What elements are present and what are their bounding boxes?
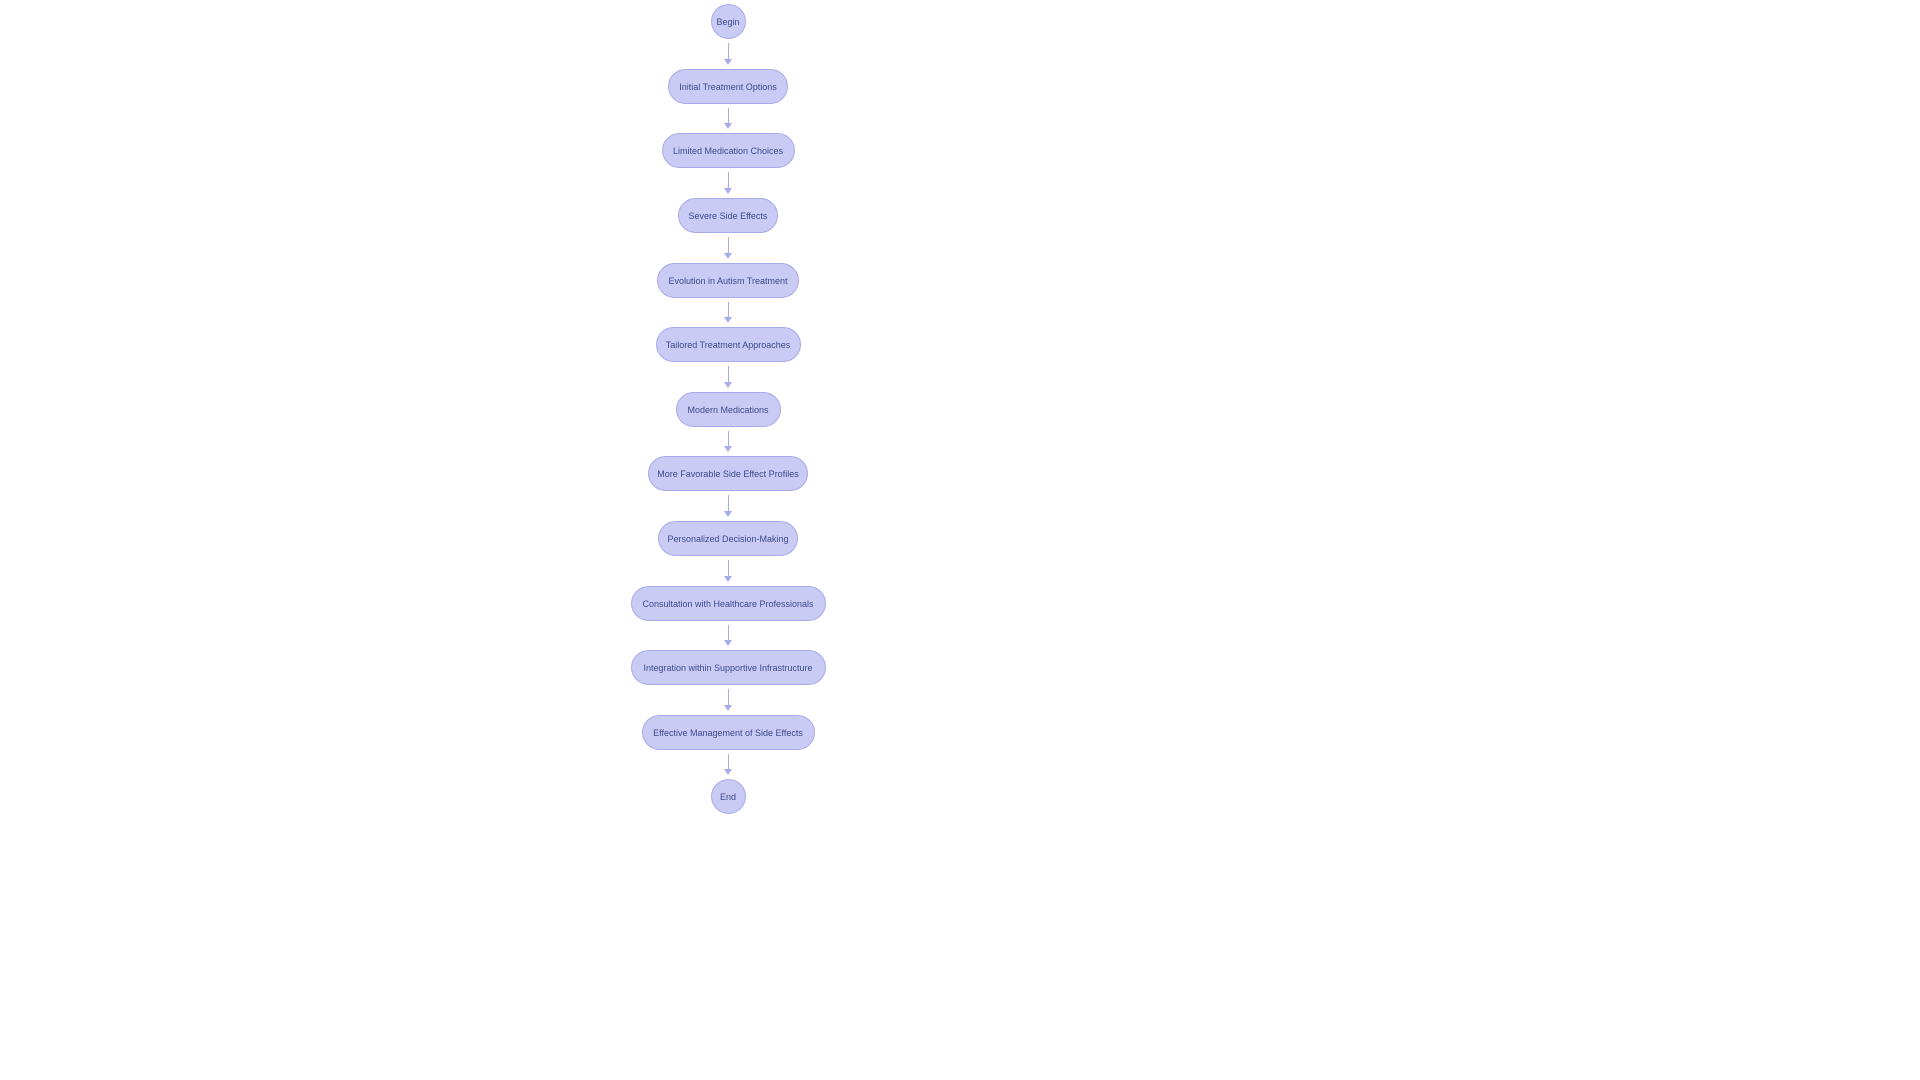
node-label: Severe Side Effects [689, 211, 768, 221]
node-begin: Begin [711, 4, 746, 39]
arrowhead-icon [724, 253, 732, 259]
arrowhead-icon [724, 705, 732, 711]
arrowhead-icon [724, 769, 732, 775]
arrowhead-icon [724, 59, 732, 65]
node-n2: Limited Medication Choices [662, 133, 795, 168]
edge [728, 431, 729, 446]
arrowhead-icon [724, 317, 732, 323]
edge [728, 560, 729, 576]
node-label: More Favorable Side Effect Profiles [657, 469, 798, 479]
node-n1: Initial Treatment Options [668, 69, 788, 104]
node-n6: Modern Medications [676, 392, 781, 427]
node-label: Personalized Decision-Making [667, 534, 788, 544]
edge [728, 237, 729, 253]
arrowhead-icon [724, 123, 732, 129]
node-n11: Effective Management of Side Effects [642, 715, 815, 750]
node-n8: Personalized Decision-Making [658, 521, 798, 556]
edge [728, 108, 729, 123]
edge [728, 625, 729, 640]
node-n4: Evolution in Autism Treatment [657, 263, 799, 298]
edge [728, 172, 729, 188]
node-n9: Consultation with Healthcare Professiona… [631, 586, 826, 621]
arrowhead-icon [724, 511, 732, 517]
arrowhead-icon [724, 640, 732, 646]
node-label: Modern Medications [687, 405, 768, 415]
flowchart-canvas: Begin Initial Treatment Options Limited Me… [0, 0, 1920, 1080]
node-label: Integration within Supportive Infrastruc… [643, 663, 812, 673]
arrowhead-icon [724, 446, 732, 452]
node-n7: More Favorable Side Effect Profiles [648, 456, 808, 491]
edge [728, 754, 729, 769]
node-label: Tailored Treatment Approaches [666, 340, 791, 350]
arrowhead-icon [724, 188, 732, 194]
node-label: Effective Management of Side Effects [653, 728, 803, 738]
edge [728, 689, 729, 705]
edge [728, 302, 729, 317]
arrowhead-icon [724, 382, 732, 388]
edge [728, 366, 729, 382]
node-label: Limited Medication Choices [673, 146, 783, 156]
node-n3: Severe Side Effects [678, 198, 778, 233]
node-n5: Tailored Treatment Approaches [656, 327, 801, 362]
edge [728, 43, 729, 59]
node-label: End [720, 792, 736, 802]
node-label: Begin [716, 17, 739, 27]
arrowhead-icon [724, 576, 732, 582]
node-n10: Integration within Supportive Infrastruc… [631, 650, 826, 685]
edge [728, 495, 729, 511]
node-label: Evolution in Autism Treatment [668, 276, 787, 286]
node-label: Consultation with Healthcare Professiona… [642, 599, 813, 609]
node-end: End [711, 779, 746, 814]
node-label: Initial Treatment Options [679, 82, 777, 92]
